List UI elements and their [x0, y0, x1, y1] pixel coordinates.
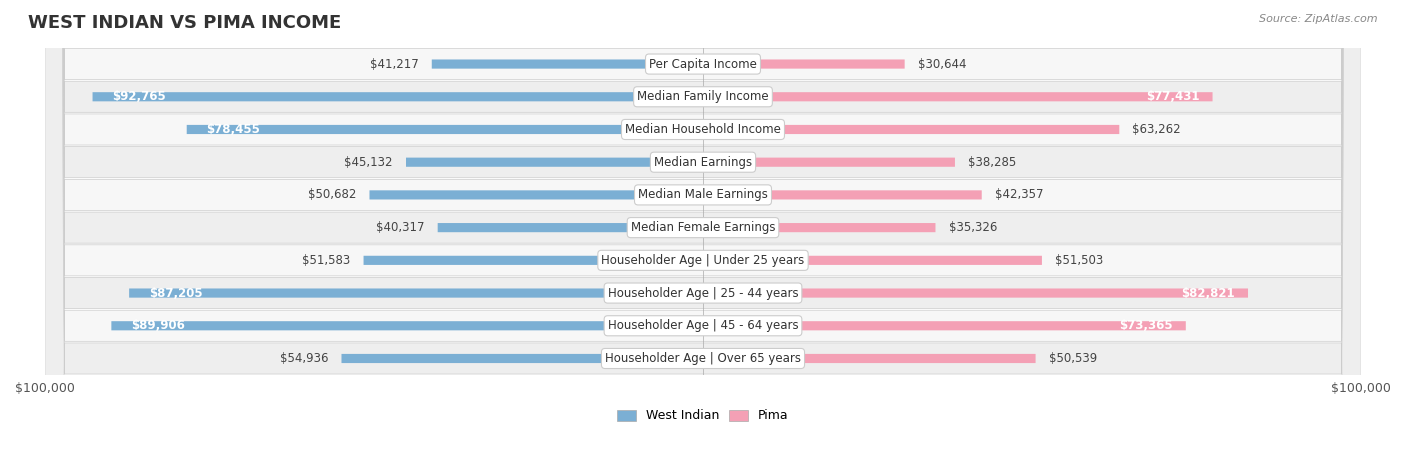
FancyBboxPatch shape — [370, 191, 703, 199]
Text: $92,765: $92,765 — [112, 90, 166, 103]
FancyBboxPatch shape — [703, 321, 1185, 330]
FancyBboxPatch shape — [432, 59, 703, 69]
FancyBboxPatch shape — [364, 256, 703, 265]
FancyBboxPatch shape — [703, 92, 1212, 101]
Text: $89,906: $89,906 — [131, 319, 186, 333]
FancyBboxPatch shape — [703, 158, 955, 167]
Text: $77,431: $77,431 — [1146, 90, 1199, 103]
Text: Householder Age | 45 - 64 years: Householder Age | 45 - 64 years — [607, 319, 799, 333]
Text: Median Family Income: Median Family Income — [637, 90, 769, 103]
Text: $63,262: $63,262 — [1132, 123, 1181, 136]
Text: Median Household Income: Median Household Income — [626, 123, 780, 136]
FancyBboxPatch shape — [111, 321, 703, 330]
Text: $41,217: $41,217 — [370, 57, 419, 71]
Text: $51,503: $51,503 — [1054, 254, 1104, 267]
FancyBboxPatch shape — [703, 289, 1249, 297]
FancyBboxPatch shape — [703, 59, 904, 69]
FancyBboxPatch shape — [45, 0, 1361, 467]
Text: Source: ZipAtlas.com: Source: ZipAtlas.com — [1260, 14, 1378, 24]
FancyBboxPatch shape — [703, 223, 935, 232]
FancyBboxPatch shape — [45, 0, 1361, 467]
Text: WEST INDIAN VS PIMA INCOME: WEST INDIAN VS PIMA INCOME — [28, 14, 342, 32]
FancyBboxPatch shape — [437, 223, 703, 232]
FancyBboxPatch shape — [45, 0, 1361, 467]
Text: $51,583: $51,583 — [302, 254, 350, 267]
FancyBboxPatch shape — [93, 92, 703, 101]
Text: Median Earnings: Median Earnings — [654, 156, 752, 169]
Text: $30,644: $30,644 — [918, 57, 966, 71]
Text: Householder Age | Under 25 years: Householder Age | Under 25 years — [602, 254, 804, 267]
FancyBboxPatch shape — [406, 158, 703, 167]
FancyBboxPatch shape — [45, 0, 1361, 467]
FancyBboxPatch shape — [703, 256, 1042, 265]
FancyBboxPatch shape — [45, 0, 1361, 467]
Text: $50,682: $50,682 — [308, 188, 356, 201]
Text: $73,365: $73,365 — [1119, 319, 1173, 333]
FancyBboxPatch shape — [45, 0, 1361, 467]
Legend: West Indian, Pima: West Indian, Pima — [612, 404, 794, 427]
FancyBboxPatch shape — [703, 191, 981, 199]
Text: $35,326: $35,326 — [949, 221, 997, 234]
FancyBboxPatch shape — [187, 125, 703, 134]
Text: Householder Age | 25 - 44 years: Householder Age | 25 - 44 years — [607, 287, 799, 299]
Text: $42,357: $42,357 — [995, 188, 1043, 201]
FancyBboxPatch shape — [703, 354, 1036, 363]
Text: $54,936: $54,936 — [280, 352, 329, 365]
Text: $87,205: $87,205 — [149, 287, 202, 299]
FancyBboxPatch shape — [45, 0, 1361, 467]
Text: $40,317: $40,317 — [375, 221, 425, 234]
Text: $82,821: $82,821 — [1181, 287, 1234, 299]
FancyBboxPatch shape — [342, 354, 703, 363]
Text: $50,539: $50,539 — [1049, 352, 1097, 365]
Text: $45,132: $45,132 — [344, 156, 392, 169]
FancyBboxPatch shape — [45, 0, 1361, 467]
FancyBboxPatch shape — [45, 0, 1361, 467]
Text: Median Male Earnings: Median Male Earnings — [638, 188, 768, 201]
FancyBboxPatch shape — [703, 125, 1119, 134]
Text: Householder Age | Over 65 years: Householder Age | Over 65 years — [605, 352, 801, 365]
Text: Median Female Earnings: Median Female Earnings — [631, 221, 775, 234]
Text: $38,285: $38,285 — [969, 156, 1017, 169]
Text: Per Capita Income: Per Capita Income — [650, 57, 756, 71]
FancyBboxPatch shape — [129, 289, 703, 297]
Text: $78,455: $78,455 — [207, 123, 260, 136]
FancyBboxPatch shape — [45, 0, 1361, 467]
